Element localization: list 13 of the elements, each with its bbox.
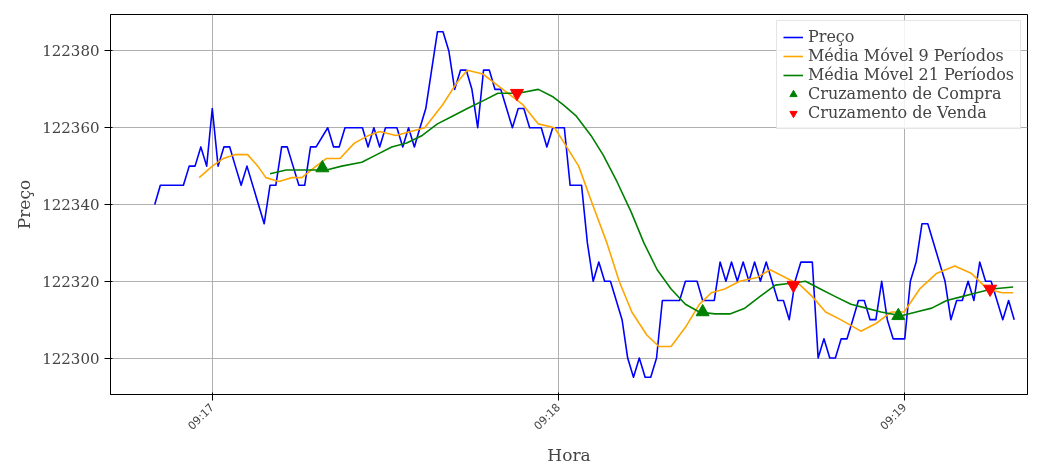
y-tick-label: 122360 (42, 119, 100, 138)
y-tick-label: 122380 (42, 42, 100, 61)
legend-label: Média Móvel 21 Períodos (807, 65, 1014, 84)
line-series (153, 30, 1016, 379)
x-axis-title: Hora (547, 445, 591, 466)
legend-label: Cruzamento de Compra (807, 84, 1002, 103)
legend-label: Cruzamento de Venda (807, 103, 987, 122)
y-tick-label: 122340 (42, 196, 100, 214)
y-tick-label: 122320 (42, 272, 100, 291)
legend-label: Preço (807, 27, 855, 46)
y-tick-label: 122300 (42, 349, 100, 368)
legend-label: Média Móvel 9 Períodos (807, 46, 1004, 65)
y-axis-title: Preço (14, 179, 35, 230)
